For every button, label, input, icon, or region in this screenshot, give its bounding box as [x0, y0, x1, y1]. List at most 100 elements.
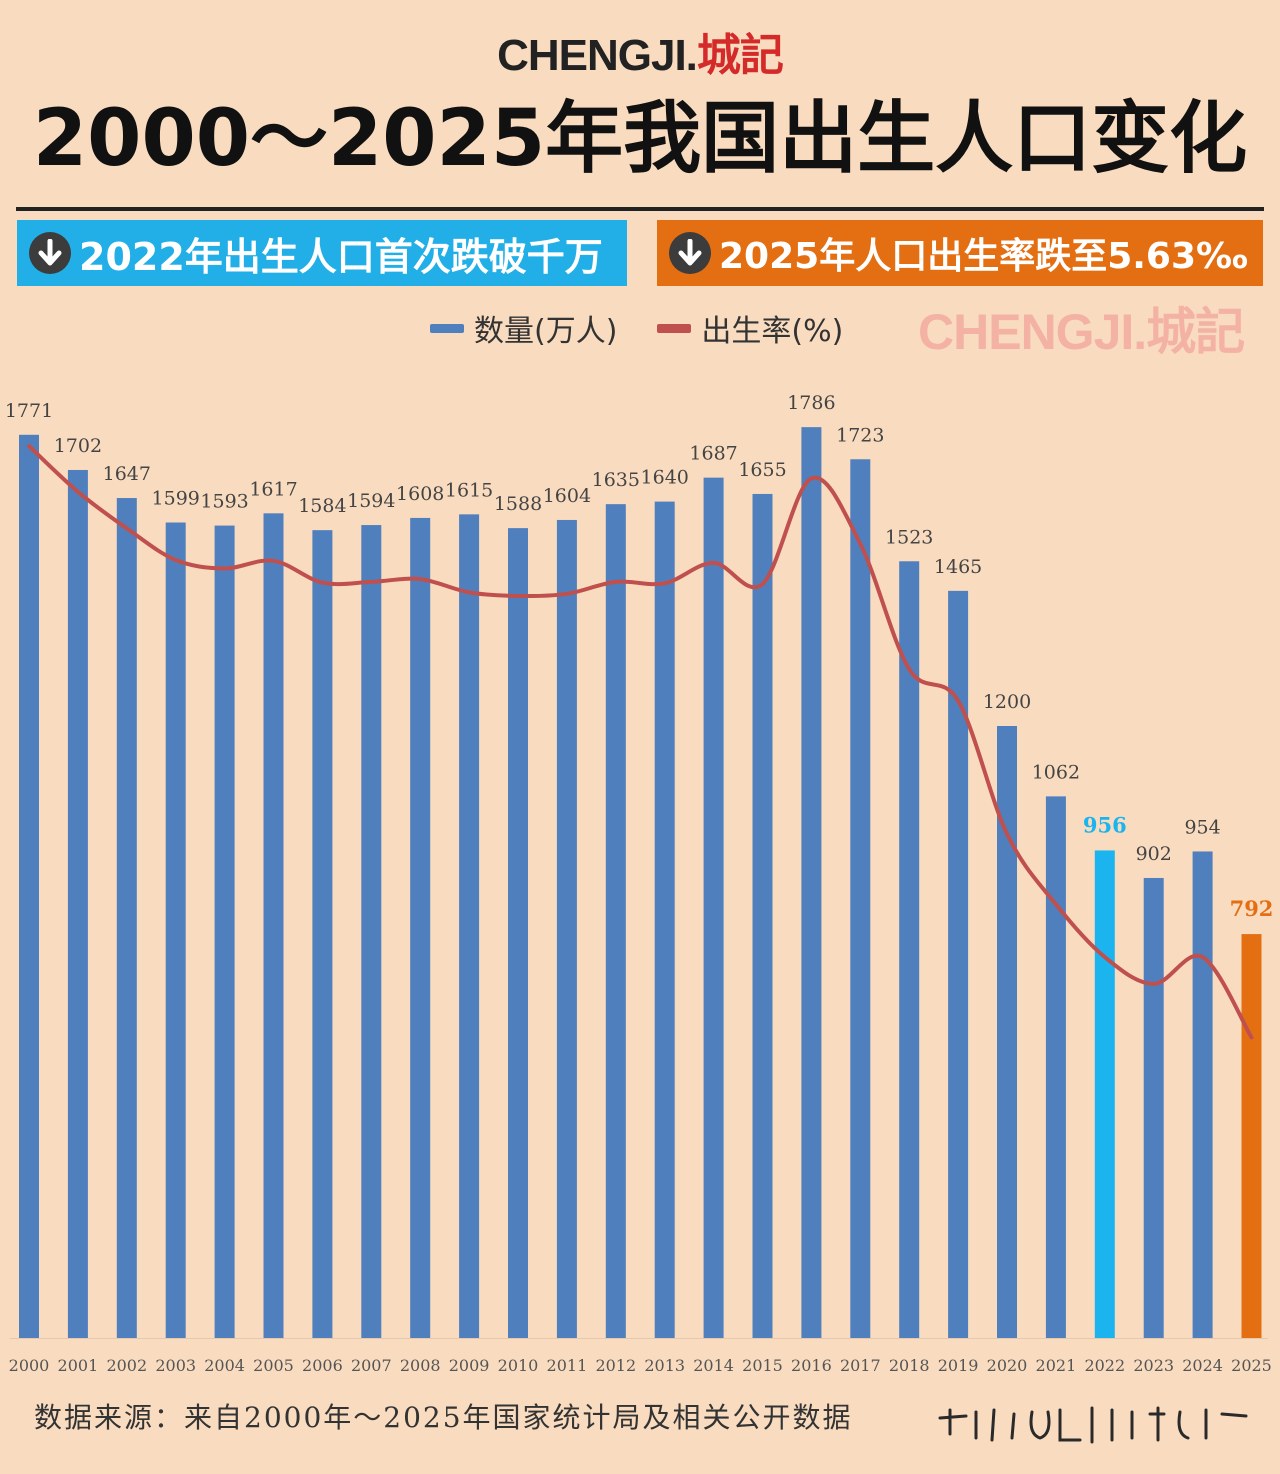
- legend-item-line: 出生率(%): [657, 306, 843, 350]
- line-layer: [27, 444, 1254, 1040]
- watermark-logo: CHENGJI.城記: [918, 304, 1245, 360]
- birth-rate-line: [27, 444, 1254, 1040]
- value-label-2013: 1640: [641, 467, 689, 489]
- value-label-2000: 1771: [5, 400, 53, 422]
- bar-2019: [948, 590, 969, 1338]
- bar-2008: [410, 517, 431, 1338]
- bar-2022: [1094, 850, 1115, 1338]
- x-tick-2009: 2009: [449, 1356, 490, 1375]
- value-label-2001: 1702: [54, 435, 102, 457]
- x-tick-2001: 2001: [58, 1356, 99, 1375]
- bar-2006: [312, 530, 333, 1338]
- legend-bar-swatch: [430, 323, 464, 333]
- value-label-2007: 1594: [347, 490, 395, 512]
- x-tick-2025: 2025: [1231, 1356, 1272, 1375]
- x-tick-2014: 2014: [693, 1356, 734, 1375]
- x-tick-2006: 2006: [302, 1356, 343, 1375]
- brand-logo-cn: 城記: [696, 31, 784, 80]
- value-label-2017: 1723: [836, 424, 884, 446]
- x-tick-2004: 2004: [204, 1356, 245, 1375]
- bar-2010: [508, 528, 528, 1338]
- x-tick-2008: 2008: [400, 1356, 441, 1375]
- x-tick-2021: 2021: [1036, 1356, 1077, 1375]
- chart-legend: 数量(万人) 出生率(%): [430, 306, 883, 350]
- value-label-2021: 1062: [1032, 761, 1080, 783]
- value-label-2009: 1615: [445, 479, 493, 501]
- x-tick-2010: 2010: [498, 1356, 539, 1375]
- bar-2020: [997, 726, 1017, 1338]
- bar-2002: [116, 498, 137, 1338]
- bar-2004: [214, 525, 235, 1338]
- handwritten-signature: [938, 1406, 1248, 1444]
- value-label-2024: 954: [1184, 816, 1220, 838]
- legend-item-bars: 数量(万人): [430, 306, 617, 350]
- value-label-2010: 1588: [494, 493, 542, 515]
- bar-2017: [850, 459, 871, 1338]
- value-label-2012: 1635: [592, 469, 640, 491]
- down-arrow-icon: [669, 232, 711, 274]
- x-tick-2022: 2022: [1084, 1356, 1125, 1375]
- x-tick-2000: 2000: [9, 1356, 50, 1375]
- x-tick-2013: 2013: [644, 1356, 685, 1375]
- value-label-2016: 1786: [787, 392, 835, 414]
- bar-2023: [1143, 877, 1164, 1338]
- bar-2014: [703, 477, 724, 1338]
- banner-2022-text: 2022年出生人口首次跌破千万: [79, 234, 603, 279]
- value-label-2011: 1604: [543, 485, 591, 507]
- bars-layer: [19, 427, 1262, 1339]
- value-label-2018: 1523: [885, 526, 933, 548]
- value-label-2015: 1655: [738, 459, 786, 481]
- x-tick-2018: 2018: [889, 1356, 930, 1375]
- x-axis-layer: 2000 2001 2002 2003 2004 2005 2006 2007 2008 2009…: [9, 1338, 1272, 1375]
- bar-2012: [605, 504, 626, 1338]
- x-tick-2019: 2019: [938, 1356, 979, 1375]
- x-tick-2024: 2024: [1182, 1356, 1223, 1375]
- value-label-2005: 1617: [249, 478, 297, 500]
- bar-2025: [1241, 934, 1262, 1338]
- value-label-2025: 792: [1230, 896, 1274, 921]
- x-tick-2011: 2011: [547, 1356, 588, 1375]
- value-label-2022: 956: [1083, 812, 1127, 837]
- bar-2001: [67, 469, 88, 1339]
- x-tick-2002: 2002: [106, 1356, 147, 1375]
- down-arrow-icon: [29, 232, 71, 274]
- bar-2021: [1045, 796, 1066, 1338]
- x-tick-2003: 2003: [155, 1356, 196, 1375]
- value-label-2019: 1465: [934, 556, 982, 578]
- title-divider: [16, 207, 1264, 211]
- bar-2015: [752, 493, 773, 1338]
- legend-line-label: 出生率(%): [701, 314, 844, 349]
- value-label-2002: 1647: [103, 463, 151, 485]
- x-tick-2005: 2005: [253, 1356, 294, 1375]
- bar-2007: [361, 525, 382, 1338]
- bar-2016: [801, 427, 822, 1338]
- source-note: 数据来源：来自2000年～2025年国家统计局及相关公开数据: [34, 1401, 853, 1434]
- x-tick-2007: 2007: [351, 1356, 392, 1375]
- bar-2005: [263, 513, 284, 1338]
- x-tick-2017: 2017: [840, 1356, 881, 1375]
- x-tick-2023: 2023: [1133, 1356, 1174, 1375]
- value-label-2020: 1200: [983, 691, 1031, 713]
- bar-2003: [165, 522, 186, 1338]
- value-label-2006: 1584: [298, 495, 346, 517]
- banner-2022: 2022年出生人口首次跌破千万: [17, 220, 627, 286]
- value-label-2003: 1599: [152, 488, 200, 510]
- bar-2000: [19, 434, 39, 1338]
- page-title: 2000～2025年我国出生人口变化: [32, 94, 1248, 184]
- legend-bar-label: 数量(万人): [474, 314, 618, 349]
- bar-2013: [654, 501, 675, 1339]
- bar-2011: [556, 519, 577, 1338]
- bar-2024: [1192, 851, 1213, 1338]
- brand-logo: CHENGJI.城記: [0, 30, 1280, 82]
- x-tick-2012: 2012: [595, 1356, 636, 1375]
- x-tick-2015: 2015: [742, 1356, 783, 1375]
- value-label-2014: 1687: [689, 443, 737, 465]
- x-tick-2016: 2016: [791, 1356, 832, 1375]
- legend-line-swatch: [657, 323, 692, 333]
- x-tick-2020: 2020: [987, 1356, 1028, 1375]
- watermark-logo-cn: 城記: [1146, 304, 1245, 360]
- value-label-2004: 1593: [200, 491, 248, 513]
- value-label-2023: 902: [1136, 843, 1172, 865]
- brand-logo-en: CHENGJI.: [497, 31, 698, 80]
